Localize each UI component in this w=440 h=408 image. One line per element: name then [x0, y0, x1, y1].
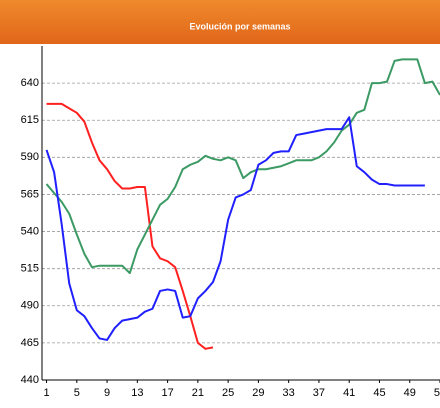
y-tick-label: 515: [21, 263, 39, 275]
series-line: [45, 116, 425, 341]
x-tick-label: 21: [192, 387, 204, 399]
series-line: [46, 102, 214, 350]
x-tick-label: 33: [283, 387, 295, 399]
y-tick-label: 565: [21, 188, 39, 200]
x-tick-label: 1: [43, 387, 49, 399]
x-tick-label: 17: [161, 387, 173, 399]
y-tick-label: 440: [21, 374, 39, 386]
x-tick-label: 45: [373, 387, 385, 399]
x-tick-label: 13: [131, 387, 143, 399]
x-tick-label: 41: [343, 387, 355, 399]
x-tick-label: 53: [434, 387, 440, 399]
chart-title: Evolución por semanas: [189, 21, 290, 31]
x-tick-label: 5: [74, 387, 80, 399]
y-tick-label: 640: [21, 77, 39, 89]
x-tick-label: 49: [404, 387, 416, 399]
y-tick-label: 590: [21, 151, 39, 163]
y-tick-label: 540: [21, 225, 39, 237]
x-tick-label: 9: [104, 387, 110, 399]
x-tick-label: 25: [222, 387, 234, 399]
y-tick-label: 490: [21, 300, 39, 312]
x-tick-label: 29: [252, 387, 264, 399]
header: [0, 0, 440, 44]
y-tick-label: 465: [21, 337, 39, 349]
x-tick-label: 37: [313, 387, 325, 399]
series-line: [45, 58, 440, 275]
y-tick-label: 615: [21, 114, 39, 126]
